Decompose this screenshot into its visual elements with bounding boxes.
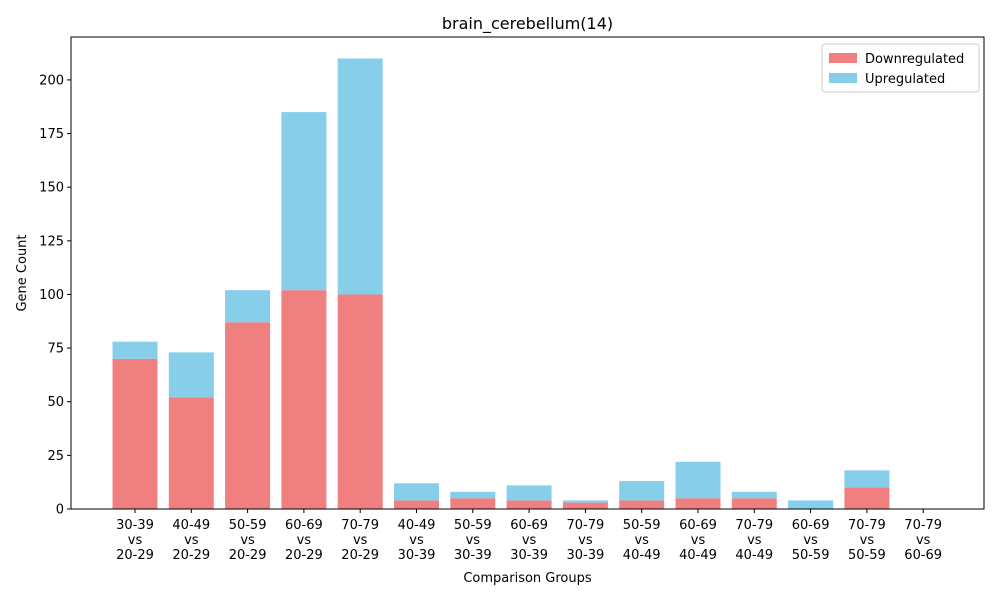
bar-upregulated-11 <box>731 491 777 499</box>
x-tick-label: 50-59 vs 40-49 <box>623 518 661 563</box>
x-tick-label: 70-79 vs 20-29 <box>341 518 379 563</box>
bar-upregulated-13 <box>844 470 890 488</box>
x-axis: 30-39 vs 20-29 40-49 vs 20-29 50-59 vs 20-29 60-6… <box>116 509 942 563</box>
x-tick-label: 70-79 vs 40-49 <box>735 518 773 563</box>
legend-label-upregulated: Upregulated <box>865 72 945 87</box>
x-axis-title: Comparison Groups <box>463 571 592 586</box>
bar-upregulated-1 <box>168 352 214 398</box>
bar-upregulated-12 <box>788 500 834 509</box>
x-tick-label: 40-49 vs 20-29 <box>172 518 210 563</box>
bar-upregulated-6 <box>450 491 496 499</box>
bar-upregulated-3 <box>281 112 327 291</box>
x-tick-label: 70-79 vs 50-59 <box>848 518 886 563</box>
y-tick-label: 25 <box>47 449 64 464</box>
bar-downregulated-0 <box>112 358 158 509</box>
y-tick-label: 0 <box>56 503 64 518</box>
x-tick-label: 40-49 vs 30-39 <box>398 518 436 563</box>
bar-upregulated-9 <box>619 481 665 501</box>
bar-downregulated-5 <box>394 500 439 509</box>
y-axis: 0 25 50 75 100 125 150 175 200 <box>39 73 71 518</box>
chart-title: brain_cerebellum(14) <box>442 14 613 34</box>
y-tick-label: 200 <box>39 73 64 88</box>
x-tick-label: 70-79 vs 30-39 <box>567 518 605 563</box>
bar-upregulated-10 <box>675 461 721 499</box>
bar-downregulated-8 <box>562 502 608 509</box>
x-tick-label: 60-69 vs 40-49 <box>679 518 717 563</box>
x-tick-label: 60-69 vs 30-39 <box>510 518 548 563</box>
bar-downregulated-2 <box>225 322 271 509</box>
legend: Downregulated Upregulated <box>821 43 980 93</box>
legend-swatch-downregulated <box>829 53 857 63</box>
bar-downregulated-7 <box>506 500 552 509</box>
bar-upregulated-2 <box>225 290 271 323</box>
bar-downregulated-3 <box>281 290 327 509</box>
y-tick-label: 50 <box>47 395 64 410</box>
plot-frame <box>70 36 985 510</box>
y-tick-label: 125 <box>39 234 64 249</box>
legend-label-downregulated: Downregulated <box>865 52 964 67</box>
y-axis-title: Gene Count <box>15 234 30 311</box>
x-tick-label: 30-39 vs 20-29 <box>116 518 154 563</box>
x-tick-label: 60-69 vs 20-29 <box>285 518 323 563</box>
bar-downregulated-6 <box>450 498 496 509</box>
x-tick-label: 50-59 vs 20-29 <box>229 518 267 563</box>
bars-group <box>112 58 890 509</box>
y-tick-label: 100 <box>39 288 64 303</box>
y-tick-label: 175 <box>39 127 64 142</box>
bar-upregulated-7 <box>506 485 552 501</box>
legend-swatch-upregulated <box>829 73 857 83</box>
bar-upregulated-0 <box>112 341 158 359</box>
bar-downregulated-9 <box>619 500 665 509</box>
bar-downregulated-13 <box>844 487 890 509</box>
y-tick-label: 75 <box>47 342 64 357</box>
bar-upregulated-4 <box>337 58 383 295</box>
x-tick-label: 70-79 vs 60-69 <box>904 518 942 563</box>
y-tick-label: 150 <box>39 181 64 196</box>
bar-upregulated-5 <box>394 483 439 501</box>
x-tick-label: 60-69 vs 50-59 <box>792 518 830 563</box>
bar-downregulated-4 <box>337 294 383 509</box>
bar-downregulated-11 <box>731 498 777 509</box>
legend-box <box>821 43 980 93</box>
bar-downregulated-1 <box>168 397 214 509</box>
bar-upregulated-8 <box>562 500 608 503</box>
x-tick-label: 50-59 vs 30-39 <box>454 518 492 563</box>
bar-downregulated-10 <box>675 498 721 509</box>
